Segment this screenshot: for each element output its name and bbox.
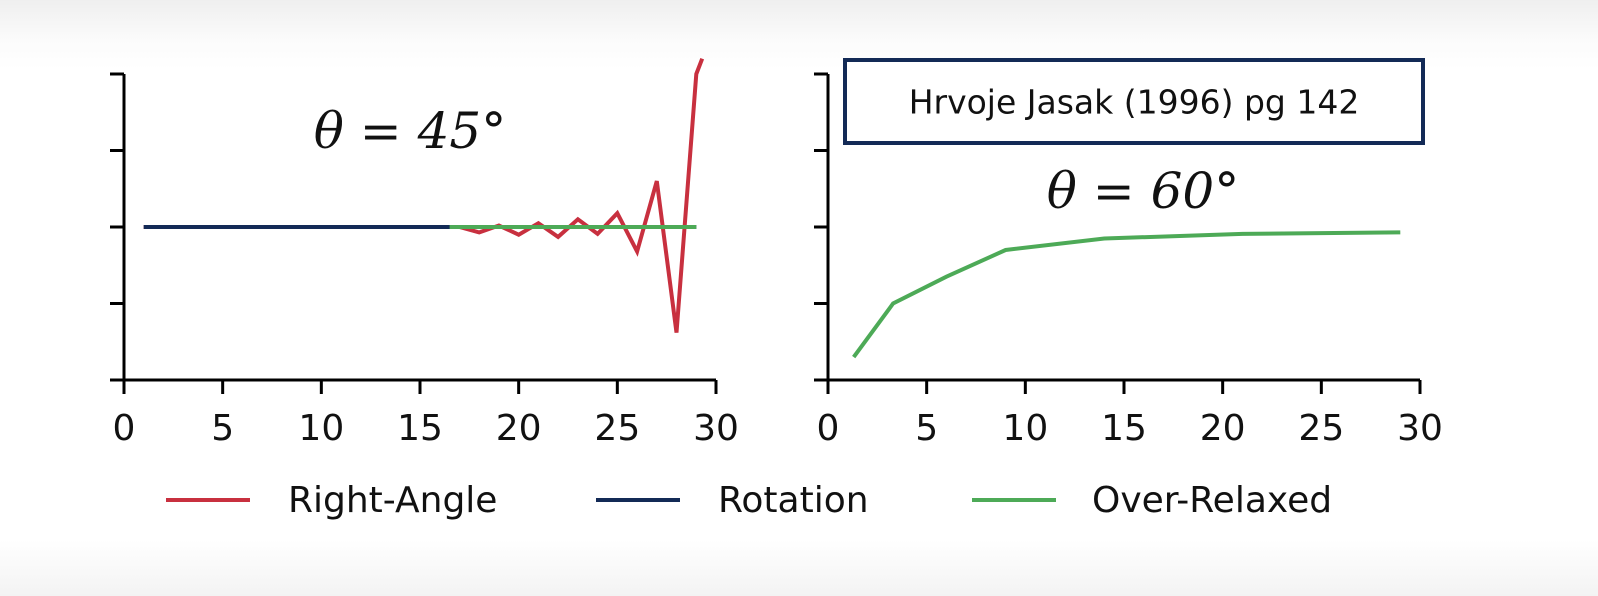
x-tick-label: 5 bbox=[211, 408, 234, 449]
x-tick-label: 0 bbox=[113, 408, 136, 449]
legend-label: Right-Angle bbox=[288, 480, 497, 521]
x-tick-label: 10 bbox=[298, 408, 344, 449]
series-line-over-relaxed bbox=[852, 230, 1401, 359]
x-tick-label: 25 bbox=[594, 408, 640, 449]
citation-text: Hrvoje Jasak (1996) pg 142 bbox=[909, 83, 1360, 122]
x-tick-label: 30 bbox=[693, 408, 739, 449]
theta-annotation: θ = 45° bbox=[314, 102, 506, 160]
legend: Right-Angle Rotation Over-Relaxed bbox=[166, 480, 1332, 521]
x-tick-label: 15 bbox=[1101, 408, 1147, 449]
citation-box bbox=[843, 58, 1425, 145]
chart-panel-theta-45: 0 5 10 15 20 25 30 θ = 45° bbox=[110, 57, 739, 449]
x-tick-label: 20 bbox=[1200, 408, 1246, 449]
series-line-right-angle bbox=[143, 57, 705, 333]
legend-label: Over-Relaxed bbox=[1092, 480, 1332, 521]
legend-label: Rotation bbox=[718, 480, 869, 521]
chart-panel-theta-60: 0 5 10 15 20 25 30 θ = 60° Hrvoje Jasak (1996) p… bbox=[814, 58, 1443, 449]
x-tick-label: 10 bbox=[1002, 408, 1048, 449]
x-tick-label: 20 bbox=[496, 408, 542, 449]
x-tick-label: 30 bbox=[1397, 408, 1443, 449]
theta-annotation: θ = 60° bbox=[1047, 162, 1239, 220]
x-tick-label: 15 bbox=[397, 408, 443, 449]
x-tick-label: 0 bbox=[817, 408, 840, 449]
x-tick-label: 25 bbox=[1298, 408, 1344, 449]
x-tick-label: 5 bbox=[915, 408, 938, 449]
